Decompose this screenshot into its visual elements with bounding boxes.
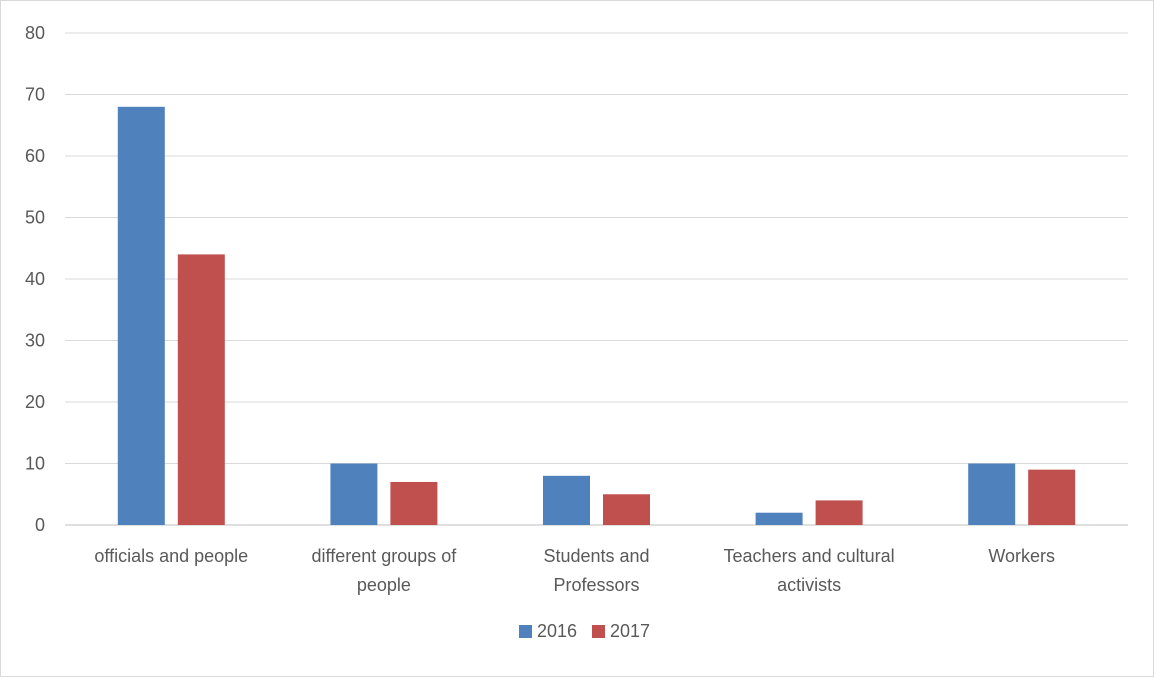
- y-tick-label: 50: [25, 208, 45, 228]
- bar-2016-3: [755, 512, 803, 525]
- bar-2017-1: [390, 481, 438, 525]
- x-axis: officials and people different groups of p…: [94, 546, 1055, 595]
- y-tick-label: 80: [25, 23, 45, 43]
- legend-label: 2016: [537, 621, 577, 641]
- x-tick-label: Students and: [543, 546, 649, 566]
- y-tick-label: 20: [25, 392, 45, 412]
- y-axis: 0 10 20 30 40 50 60 70 80: [25, 23, 45, 535]
- y-tick-label: 60: [25, 146, 45, 166]
- bar-2016-0: [117, 106, 165, 526]
- legend: 2016 2017: [519, 621, 650, 641]
- bar-2016-2: [543, 475, 590, 525]
- bar-2017-3: [815, 500, 863, 525]
- x-tick-label: different groups of: [312, 546, 458, 566]
- y-tick-label: 10: [25, 454, 45, 474]
- bar-2017-0: [177, 254, 225, 525]
- y-tick-label: 0: [35, 515, 45, 535]
- legend-swatch-2016: [519, 625, 532, 638]
- y-tick-label: 70: [25, 85, 45, 105]
- x-tick-label: activists: [777, 575, 841, 595]
- bars: [117, 106, 1076, 526]
- y-tick-label: 30: [25, 331, 45, 351]
- bar-2017-2: [603, 494, 650, 525]
- gridlines: [65, 32, 1128, 526]
- x-tick-label: Workers: [988, 546, 1055, 566]
- legend-label: 2017: [610, 621, 650, 641]
- x-tick-label: Teachers and cultural: [724, 546, 895, 566]
- x-tick-label: people: [357, 575, 411, 595]
- bar-2016-4: [968, 463, 1016, 525]
- x-tick-label: officials and people: [94, 546, 248, 566]
- y-tick-label: 40: [25, 269, 45, 289]
- legend-swatch-2017: [592, 625, 605, 638]
- bar-2017-4: [1028, 469, 1076, 525]
- x-tick-label: Professors: [553, 575, 639, 595]
- bar-2016-1: [330, 463, 378, 525]
